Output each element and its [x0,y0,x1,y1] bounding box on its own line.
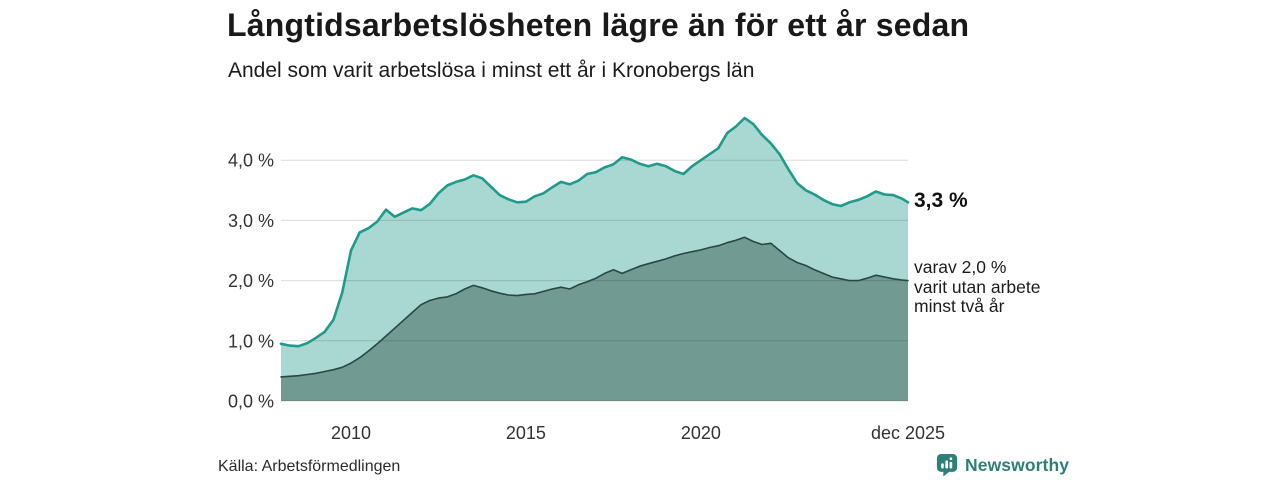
y-axis-tick-label: 0,0 % [228,392,274,412]
chart-subtitle: Andel som varit arbetslösa i minst ett å… [228,59,755,82]
subset-series-annotation: varav 2,0 % varit utan arbete minst två … [914,257,1041,316]
y-axis-tick-label: 3,0 % [228,211,274,231]
newsworthy-wordmark: Newsworthy [965,454,1070,475]
total-line [279,116,910,348]
x-axis-tick-label: 2020 [681,423,721,443]
y-axis-tick-label: 4,0 % [228,151,274,171]
newsworthy-bubble-chart-icon [936,454,958,477]
subset-area [281,237,908,401]
newsworthy-logo[interactable]: Newsworthy [936,452,1069,478]
source-note: Källa: Arbetsförmedlingen [218,458,401,475]
y-axis-tick-label: 2,0 % [228,271,274,291]
x-axis-tick-label: 2015 [506,423,546,443]
subset-line [280,236,909,378]
latest-total-value-label: 3,3 % [914,189,968,212]
x-axis-tick-label: 2010 [331,423,371,443]
page-title: Långtidsarbetslösheten lägre än för ett … [227,7,970,43]
x-axis-tick-label: dec 2025 [871,423,945,443]
y-axis-tick-label: 1,0 % [228,331,274,351]
